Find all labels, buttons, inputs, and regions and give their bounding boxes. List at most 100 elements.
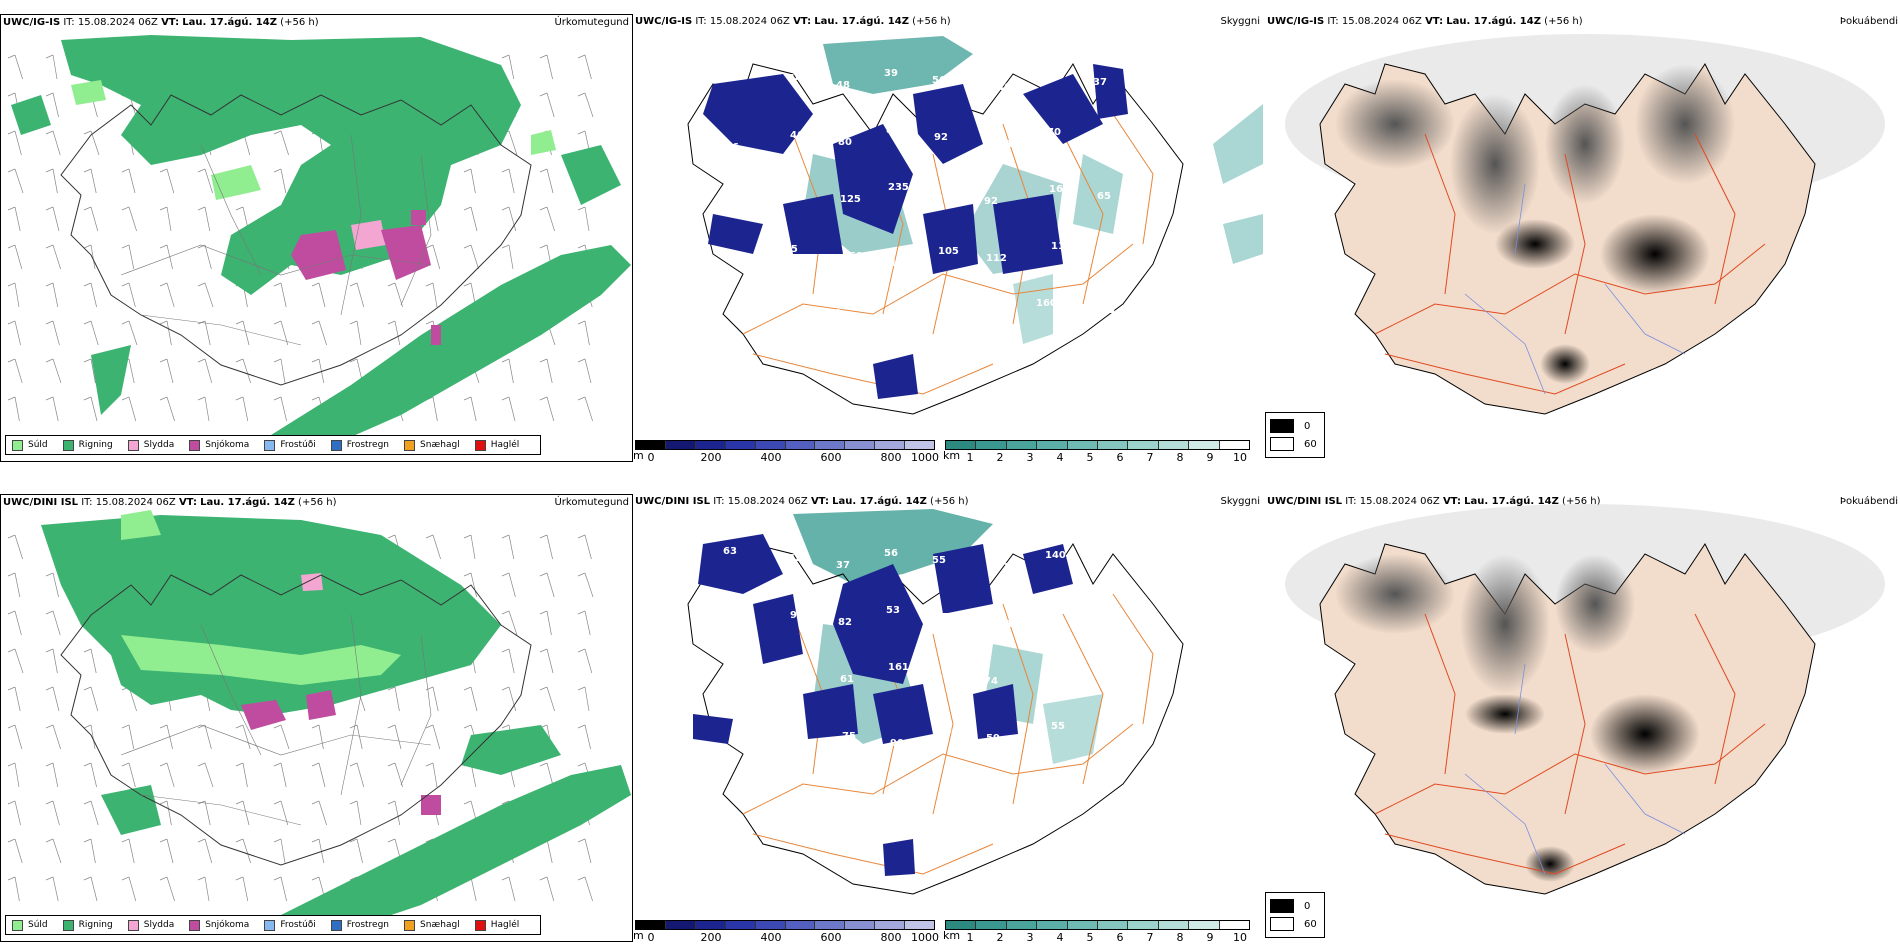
panel-header: UWC/IG-IS IT: 15.08.2024 06Z VT: Lau. 17… [3,17,319,28]
ceiling-label: 59 [727,679,741,690]
ceiling-label: 82 [838,617,852,628]
ceiling-label: 45 [1101,305,1115,316]
ceiling-label: 46 [997,82,1011,93]
legend-item-hail: Haglél [474,919,519,931]
ceiling-label: 53 [886,605,900,616]
legend-item-drizzle: Súld [12,439,48,451]
panel-header: UWC/IG-IS IT: 15.08.2024 06Z VT: Lau. 17… [635,16,951,27]
ceiling-label: 125 [840,194,861,205]
ceiling-label: 69 [775,187,789,198]
ceiling-label: 112 [986,253,1007,264]
ceiling-label: 62 [788,553,802,564]
ceiling-label: 57 [934,612,948,623]
ceiling-label: 187 [729,256,750,267]
roads [1374,613,1766,875]
cloud-ceiling-areas [703,64,1128,399]
ceiling-labels: 63 62 37 56 55 72 140 77 66 93 82 53 57 71 50 49 59 69 61 1… [723,546,1111,749]
ceiling-label: 66 [725,622,739,633]
snow-area [291,230,346,280]
cloud-ceiling-areas [693,534,1073,876]
rain-area [41,515,501,715]
ceiling-label: 92 [934,132,948,143]
ceiling-label: 37 [836,560,850,571]
precip-legend: Súld Rigning Slydda Snjókoma Frostúði Fr… [5,915,542,935]
legend-item-freezing-rain: Frostregn [330,919,389,931]
ceiling-label: 153 [936,189,957,200]
legend-item-sleet: Slydda [127,919,174,931]
legend-item-snow: Snjókoma [189,439,249,451]
panel-header: UWC/DINI ISL IT: 15.08.2024 06Z VT: Lau.… [1267,496,1601,507]
ceiling-label: 55 [1051,721,1065,732]
ceiling-label: 59 [986,733,1000,744]
fog-index-panel-top: UWC/IG-IS IT: 15.08.2024 06Z VT: Lau. 17… [1265,14,1900,462]
ceiling-label: 39 [884,68,898,79]
ceiling-label: 66 [1095,134,1109,145]
ceiling-label: 50 [1047,607,1061,618]
ceiling-label: 119 [777,724,798,735]
sleet-area [351,220,386,250]
ceiling-label: 75 [842,731,856,742]
ceiling-label: 71 [999,619,1013,630]
visibility-colorbar: km 1 2 3 4 5 6 7 8 9 10 [943,440,1250,462]
ceiling-label: 61 [999,139,1013,150]
iceland-outline [60,574,532,866]
ceiling-label: 63 [723,546,737,557]
legend-item-sleet: Slydda [127,439,174,451]
ceiling-label: 73 [892,315,906,326]
iceland-outline [687,543,1184,895]
snow-area [241,700,286,730]
ceiling-label: 69 [779,301,793,312]
legend-item-freezing-drizzle: Frostúði [264,439,316,451]
panel-title: Þokuábendi [1839,496,1898,507]
precip-type-panel-bottom: UWC/DINI ISL IT: 15.08.2024 06Z VT: Lau.… [0,494,633,942]
ceiling-label: 160 [842,251,863,262]
rain-area [61,35,521,295]
ceiling-label: 56 [932,75,946,86]
rivers [1464,183,1686,395]
ceiling-label: 112 [1051,241,1072,252]
panel-title: Skyggni [1220,496,1260,507]
ceiling-label: 44 [788,73,802,84]
panel-title: Þokuábendi [1839,16,1898,27]
visibility-panel-bottom: UWC/DINI ISL IT: 15.08.2024 06Z VT: Lau.… [633,494,1263,942]
legend-item-hail: Haglél [474,439,519,451]
ceiling-label: 90 [890,738,904,749]
ceiling-label: 74 [984,676,998,687]
ceiling-label: 59 [938,726,952,737]
ceiling-label: 160 [1036,298,1057,309]
ceiling-label: 89 [1049,664,1063,675]
precip-map [7,35,631,450]
ceiling-label: 169 [1049,184,1070,195]
ceiling-label: 46 [725,142,739,153]
ceiling-label: 161 [888,662,909,673]
ceiling-label: 49 [1095,614,1109,625]
fog-legend: 0 60 [1265,412,1325,458]
panel-header: UWC/DINI ISL IT: 15.08.2024 06Z VT: Lau.… [635,496,969,507]
fog-index-panel-bottom: UWC/DINI ISL IT: 15.08.2024 06Z VT: Lau.… [1265,494,1900,942]
panel-title: Skyggni [1220,16,1260,27]
panel-header: UWC/DINI ISL IT: 15.08.2024 06Z VT: Lau.… [3,497,337,508]
precip-type-panel-top: UWC/IG-IS IT: 15.08.2024 06Z VT: Lau. 17… [0,14,633,462]
ceiling-label: 368 [729,736,750,747]
ceiling-label: 48 [836,80,850,91]
ceiling-label: 24 [827,308,841,319]
legend-item-freezing-rain: Frostregn [330,439,389,451]
panel-header: UWC/IG-IS IT: 15.08.2024 06Z VT: Lau. 17… [1267,16,1583,27]
ceiling-label: 235 [888,182,909,193]
ceiling-label: 55 [932,555,946,566]
legend-item-snow: Snjókoma [189,919,249,931]
ceiling-label: 63 [731,313,745,324]
precip-map [7,510,631,935]
ceiling-label: 103 [890,258,911,269]
ceiling-label: 106 [936,669,957,680]
ceiling-label: 72 [997,562,1011,573]
ceiling-label: 93 [790,610,804,621]
legend-item-rain: Rigning [62,439,113,451]
ceiling-label: 87 [1097,671,1111,682]
ceiling-label: 140 [1045,550,1066,561]
ceiling-label: 92 [984,196,998,207]
ceiling-label: 218 [940,303,961,314]
ceiling-label: 37 [1093,77,1107,88]
ceiling-colorbar: m 0 200 400 600 800 1000 [633,920,939,942]
ceiling-label: 56 [884,548,898,559]
